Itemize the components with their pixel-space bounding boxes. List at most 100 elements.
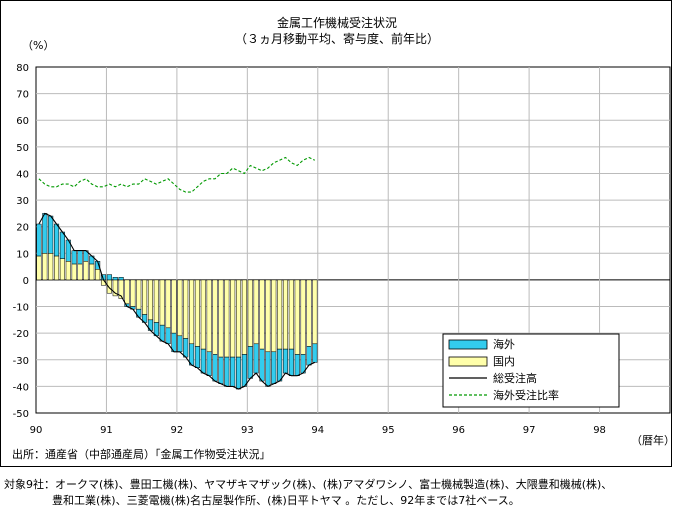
overseas-bar (42, 213, 48, 254)
domestic-bar (288, 279, 294, 350)
domestic-bar (147, 279, 154, 321)
y-tick-label: -20 (13, 329, 29, 340)
legend-domestic-label: 国内 (493, 354, 515, 368)
y-tick-label: 0 (23, 276, 29, 287)
overseas-bar (277, 348, 283, 382)
legend-overseas-label: 海外 (493, 337, 515, 351)
overseas-bar (259, 348, 265, 382)
overseas-bar (241, 354, 247, 387)
overseas-bar (224, 356, 230, 387)
overseas-bar (294, 354, 300, 376)
overseas-bar (265, 351, 271, 387)
overseas-bar (54, 223, 60, 257)
domestic-bar (177, 279, 183, 337)
domestic-bar (77, 263, 83, 281)
plot-area (35, 66, 671, 414)
x-tick-label: 91 (100, 425, 113, 436)
y-tick-label: 80 (16, 63, 29, 74)
domestic-bar (83, 261, 89, 281)
overseas-bar (230, 356, 236, 387)
domestic-bar (224, 279, 230, 358)
x-tick-label: 96 (452, 425, 465, 436)
x-tick-label: 97 (523, 425, 536, 436)
domestic-bar (271, 279, 277, 353)
overseas-ratio-line (38, 156, 316, 193)
x-tick-label: 94 (311, 425, 324, 436)
y-tick-label: -40 (13, 382, 29, 393)
overseas-bar (288, 348, 294, 376)
domestic-bar (54, 255, 60, 281)
overseas-bar (253, 343, 259, 374)
overseas-bar (59, 231, 65, 259)
domestic-bar (212, 279, 218, 355)
y-tick-label: 70 (16, 90, 29, 101)
domestic-bar (218, 279, 224, 358)
x-tick-label: 93 (241, 425, 254, 436)
domestic-bar (136, 279, 142, 310)
chart-subtitle: （３ヵ月移動平均、寄与度、前年比） (234, 32, 439, 46)
legend-ratio-label: 海外受注比率 (493, 388, 559, 402)
domestic-bar (171, 279, 177, 334)
overseas-bar (212, 354, 218, 382)
domestic-bar (300, 279, 306, 355)
y-tick-label: -10 (13, 303, 29, 314)
overseas-bar (235, 356, 242, 390)
domestic-bar (259, 279, 265, 350)
domestic-bar (241, 279, 247, 355)
companies-note-line-1: 対象9社：オークマ(株)、豊田工機(株)、ヤマザキマザック(株)、(株)アマダワ… (4, 478, 613, 491)
domestic-bar (282, 279, 289, 350)
overseas-bar (136, 308, 142, 318)
y-tick-label: 50 (16, 143, 29, 154)
x-tick-label: 90 (30, 425, 43, 436)
x-axis-unit: （暦年） (631, 434, 674, 447)
overseas-bar (218, 356, 224, 384)
domestic-bar (206, 279, 212, 353)
domestic-bar (235, 279, 242, 358)
y-tick-label: 60 (16, 116, 29, 127)
overseas-bar (194, 346, 200, 369)
domestic-bar (183, 279, 189, 339)
legend-total-label: 総受注高 (493, 371, 537, 385)
overseas-bar (200, 348, 206, 374)
overseas-bar (106, 274, 112, 281)
overseas-bar (112, 277, 118, 281)
domestic-bar (159, 279, 165, 326)
domestic-bar (189, 279, 195, 345)
domestic-bar (65, 261, 71, 281)
domestic-bar (59, 258, 65, 281)
domestic-bar (306, 279, 312, 347)
overseas-bar (159, 324, 165, 342)
x-tick-label: 92 (171, 425, 184, 436)
chart-title: 金属工作機械受注状況 (276, 16, 397, 30)
domestic-bar (48, 253, 54, 281)
domestic-bar (142, 279, 148, 315)
y-tick-label: -50 (13, 409, 29, 420)
overseas-bar (177, 335, 183, 353)
domestic-bar (200, 279, 206, 350)
overseas-bar (306, 346, 312, 366)
chart-frame (0, 0, 672, 467)
domestic-bar (294, 279, 300, 355)
domestic-bar (153, 279, 159, 323)
overseas-bar (312, 343, 318, 363)
y-tick-label: 10 (16, 249, 29, 260)
overseas-bar (183, 338, 189, 358)
overseas-bar (247, 346, 253, 379)
domestic-bar (230, 279, 236, 358)
overseas-bar (48, 215, 54, 254)
y-tick-label: 20 (16, 223, 29, 234)
domestic-bar (71, 263, 77, 281)
domestic-bar (253, 279, 259, 345)
domestic-bar (89, 263, 95, 281)
y-tick-label: 30 (16, 196, 29, 207)
overseas-bar (36, 223, 42, 257)
domestic-bar (265, 279, 271, 353)
legend-domestic-swatch (448, 356, 488, 367)
domestic-bar (312, 279, 318, 345)
overseas-bar (189, 343, 195, 366)
overseas-bar (165, 327, 171, 345)
y-tick-label: 40 (16, 169, 29, 180)
overseas-bar (71, 250, 77, 265)
domestic-bar (194, 279, 200, 347)
